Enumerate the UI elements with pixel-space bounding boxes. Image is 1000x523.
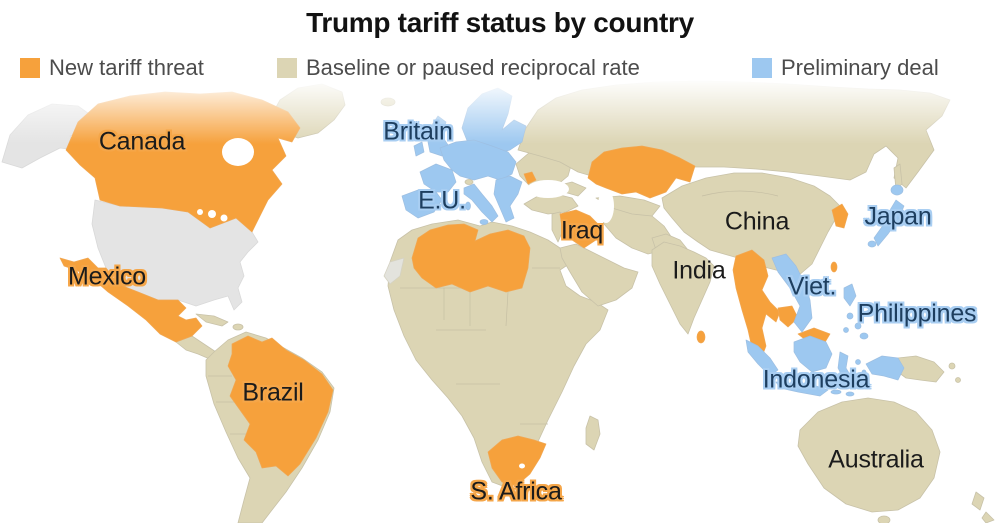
country-japan-hokkaido <box>890 184 904 196</box>
label-s-africa: S. Africa <box>470 477 562 506</box>
country-cuba <box>195 313 229 327</box>
legend-swatch-tan <box>277 58 297 78</box>
indonesia-west-papua <box>865 355 905 381</box>
island-madagascar <box>585 415 601 451</box>
country-india <box>651 241 715 335</box>
label-india: India <box>672 256 726 285</box>
label-china: China <box>724 207 790 236</box>
country-australia <box>797 397 941 513</box>
label-vietnam: Viet. <box>787 272 837 301</box>
legend-swatch-orange <box>20 58 40 78</box>
country-south-africa <box>487 435 547 487</box>
country-south-korea <box>831 203 849 229</box>
indonesia-lesser-sunda-2 <box>845 391 855 397</box>
region-myanmar-thailand <box>732 249 781 363</box>
page-title: Trump tariff status by country <box>306 7 694 38</box>
label-canada: Canada <box>98 127 186 156</box>
lesotho-cutout <box>519 463 525 469</box>
island-sardinia <box>465 201 471 211</box>
caspian-sea <box>598 189 614 223</box>
top-white-band <box>0 0 1000 78</box>
indonesia-moluccas-2 <box>861 369 867 375</box>
philippines-island-2 <box>854 322 862 330</box>
indonesia-sumatra <box>745 339 779 377</box>
island-hispaniola <box>232 323 244 331</box>
country-philippines-luzon <box>843 283 857 307</box>
philippines-island-4 <box>843 327 849 333</box>
country-japan-honshu <box>873 199 905 247</box>
country-cambodia <box>777 305 799 328</box>
legend-item-preliminary-deal: Preliminary deal <box>752 55 939 81</box>
country-iraq <box>559 209 601 249</box>
great-lake-3 <box>220 214 228 222</box>
indonesia-sulawesi <box>837 351 853 381</box>
border-mongolia <box>701 190 779 197</box>
legend-label-preliminary-deal: Preliminary deal <box>781 55 939 80</box>
legend-item-new-tariff-threat: New tariff threat <box>20 55 204 81</box>
indonesia-lesser-sunda-1 <box>830 389 842 395</box>
country-japan-kyushu <box>867 240 877 248</box>
country-brazil <box>227 335 334 477</box>
label-mexico: Mexico <box>68 262 146 291</box>
country-switzerland <box>464 179 474 185</box>
country-sri-lanka <box>696 330 706 344</box>
country-kazakhstan <box>587 145 696 199</box>
continent-africa <box>387 219 609 489</box>
indonesia-java <box>775 381 829 397</box>
region-western-sahara <box>383 257 405 285</box>
label-eu: E.U. <box>418 186 466 215</box>
country-papua-new-guinea <box>897 355 945 383</box>
island-sicily <box>479 219 489 225</box>
legend-item-baseline: Baseline or paused reciprocal rate <box>277 55 640 81</box>
legend-label-new-tariff-threat: New tariff threat <box>49 55 204 80</box>
region-algeria-libya <box>411 223 531 293</box>
country-china <box>661 172 841 277</box>
great-lake-2 <box>208 210 216 218</box>
country-moldova <box>523 171 537 185</box>
country-italy <box>463 183 499 223</box>
great-lake-1 <box>197 209 203 215</box>
island-taiwan <box>830 261 838 273</box>
country-new-zealand-south <box>981 511 995 523</box>
philippines-island-1 <box>846 312 854 320</box>
label-britain: Britain <box>383 117 453 146</box>
label-philippines: Philippines <box>857 299 977 328</box>
country-mexico <box>59 257 203 343</box>
legend-label-baseline: Baseline or paused reciprocal rate <box>306 55 640 80</box>
borders-africa <box>400 267 560 425</box>
country-vietnam-laos <box>771 253 813 333</box>
label-japan: Japan <box>864 202 932 231</box>
island-pacific-1 <box>948 362 956 370</box>
region-iberia <box>401 189 443 219</box>
island-tasmania <box>877 515 891 523</box>
black-sea <box>527 180 569 198</box>
label-iraq: Iraq <box>560 216 604 245</box>
island-pacific-2 <box>955 377 961 383</box>
label-australia: Australia <box>828 445 924 474</box>
hudson-bay <box>222 138 254 166</box>
label-indonesia: Indonesia <box>762 365 870 394</box>
top-fade-overlay <box>0 78 1000 144</box>
indonesia-moluccas-1 <box>855 359 861 365</box>
label-brazil: Brazil <box>242 378 304 407</box>
indonesia-borneo <box>793 335 833 373</box>
country-new-zealand-north <box>971 491 985 511</box>
island-sakhalin <box>893 163 903 191</box>
philippines-island-3 <box>859 332 869 340</box>
region-balkans-greece <box>493 175 523 223</box>
region-arabia <box>559 243 639 307</box>
legend-swatch-blue <box>752 58 772 78</box>
country-france <box>419 163 457 193</box>
